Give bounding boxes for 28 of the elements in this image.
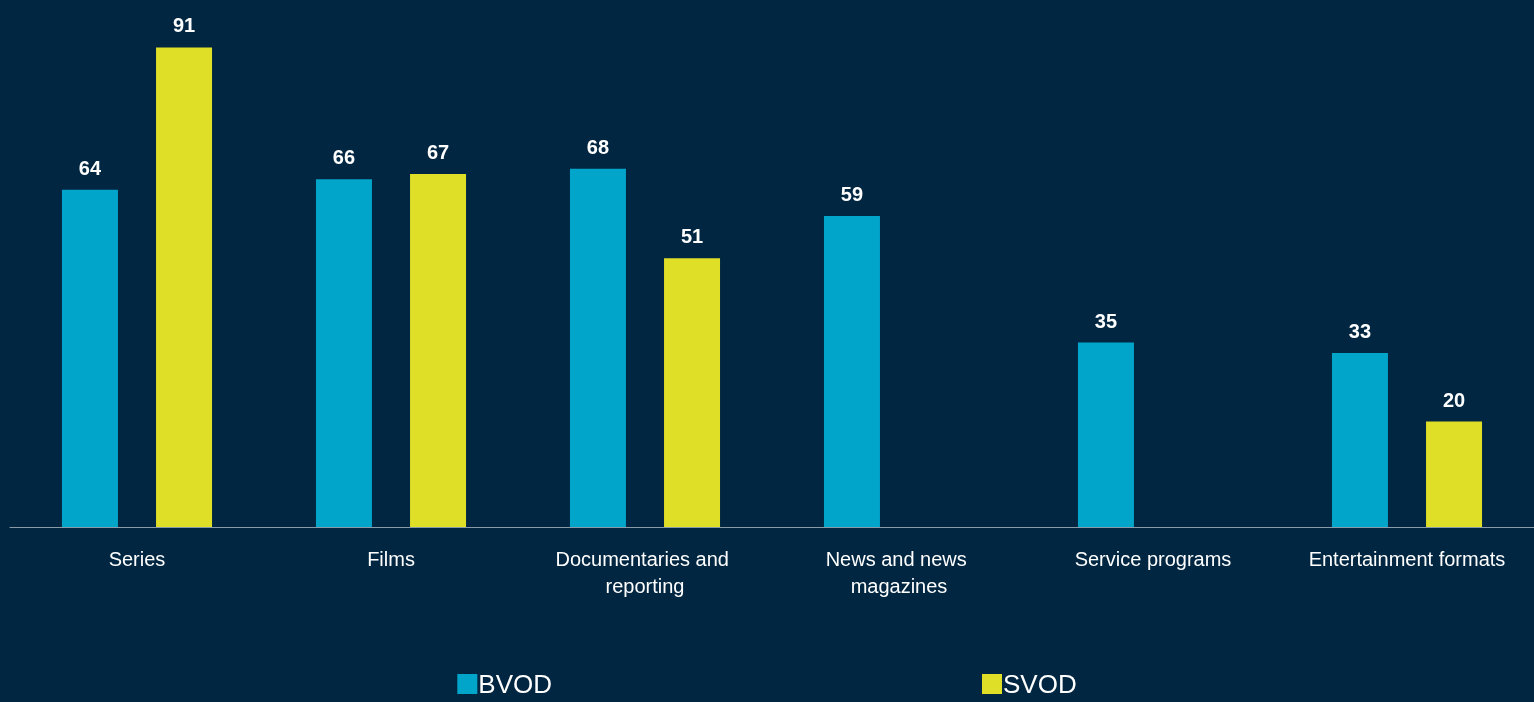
- bar: [664, 258, 721, 527]
- data-label: 20: [1442, 388, 1466, 411]
- x-tick-label: Service programs: [1074, 547, 1232, 570]
- data-label: 66: [332, 146, 356, 169]
- bar: [823, 216, 880, 527]
- bar: [1426, 421, 1483, 527]
- x-tick-label: Series: [108, 547, 166, 570]
- data-label: 64: [78, 156, 102, 179]
- legend-label: SVOD: [1003, 669, 1077, 699]
- data-label: 68: [586, 135, 610, 158]
- x-tick-label: Films: [367, 547, 415, 570]
- data-label: 91: [172, 14, 196, 37]
- x-tick-label: News and news magazines: [825, 547, 973, 597]
- data-label: 35: [1094, 309, 1118, 332]
- data-label: 67: [426, 140, 450, 163]
- bar: [156, 47, 213, 527]
- bar: [315, 179, 372, 527]
- data-label: 51: [680, 225, 704, 248]
- bar: [569, 168, 626, 527]
- bar: [1077, 342, 1134, 527]
- x-tick-label: Documentaries and reporting: [555, 547, 735, 597]
- legend-label: BVOD: [478, 669, 552, 699]
- bar: [1331, 353, 1388, 527]
- bar: [410, 173, 467, 527]
- bar: [61, 189, 118, 527]
- data-label: 59: [840, 183, 864, 206]
- data-label: 33: [1348, 320, 1372, 343]
- x-tick-label: Entertainment formats: [1308, 547, 1506, 570]
